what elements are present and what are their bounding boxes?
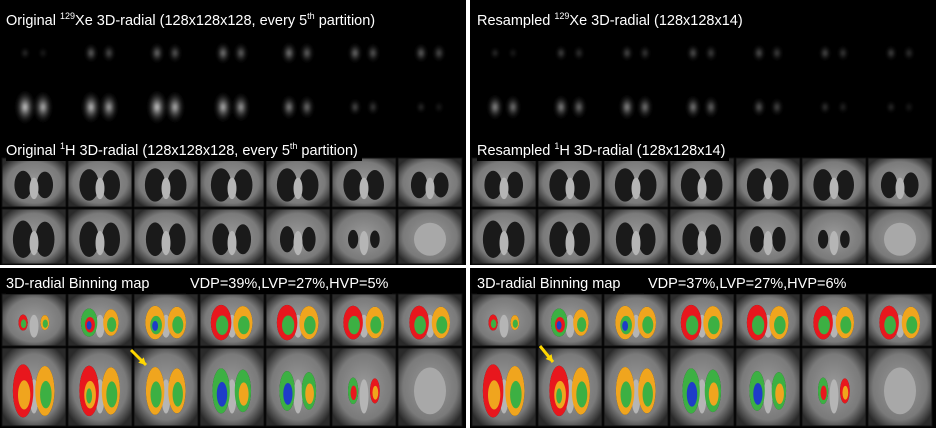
binning-left-tile xyxy=(199,347,265,427)
binning-right-tile xyxy=(735,293,801,347)
xe-original-tile xyxy=(213,90,251,124)
binning-right-tile xyxy=(735,347,801,427)
binning-right-tile xyxy=(537,347,603,427)
arrow-left xyxy=(129,348,148,367)
h-original-label: Original 1H 3D-radial (128x128x128, ever… xyxy=(6,136,362,161)
h-original-tile xyxy=(331,157,397,208)
xe-resampled-tile xyxy=(490,46,518,60)
binning-left-tile xyxy=(67,347,133,427)
xe-original-label: Original 129Xe 3D-radial (128x128x128, e… xyxy=(6,11,376,29)
h-resampled-tile xyxy=(801,157,867,208)
binning-left-tile xyxy=(133,347,199,427)
xe-resampled-tile xyxy=(819,44,849,62)
binning-left-tile xyxy=(397,347,463,427)
binning-left-tile xyxy=(133,293,199,347)
h-original-tile xyxy=(1,157,67,208)
binning-right-tile xyxy=(801,347,867,427)
xe-original-tile xyxy=(281,94,315,121)
h-original-tile xyxy=(199,157,265,208)
xe-original-tile xyxy=(14,89,53,126)
h-original-tile xyxy=(265,208,331,265)
xe-resampled-panel xyxy=(470,0,936,135)
xe-resampled-tile xyxy=(486,93,521,121)
xe-original-tile xyxy=(416,100,444,114)
xe-resampled-tile xyxy=(686,44,717,63)
h-original-tile xyxy=(67,157,133,208)
binning-right-tile xyxy=(801,293,867,347)
binning-right-stats: VDP=37%,LVP=27%,HVP=6% xyxy=(644,274,851,294)
binning-right-tile xyxy=(471,293,537,347)
binning-left-tile xyxy=(397,293,463,347)
h-original-tile xyxy=(67,208,133,265)
xe-original-tile xyxy=(414,43,446,64)
binning-right-title: 3D-radial Binning map xyxy=(477,274,625,294)
xe-resampled-tile xyxy=(885,45,915,61)
arrow-right xyxy=(538,345,555,363)
xe-original-tile xyxy=(20,46,48,60)
h-resampled-tile xyxy=(867,157,933,208)
binning-right-tile xyxy=(471,347,537,427)
xe-resampled-tile xyxy=(752,97,784,118)
binning-left-tile xyxy=(265,293,331,347)
h-original-tile xyxy=(265,157,331,208)
xe-resampled-tile xyxy=(752,44,783,63)
h-original-tile xyxy=(331,208,397,265)
binning-left-tile xyxy=(1,347,67,427)
h-resampled-tile xyxy=(537,208,603,265)
xe-original-tile xyxy=(80,89,119,125)
h-resampled-tile xyxy=(867,208,933,265)
h-resampled-tile xyxy=(537,157,603,208)
binning-left-tile xyxy=(331,347,397,427)
binning-left-stats: VDP=39%,LVP=27%,HVP=5% xyxy=(186,274,393,294)
h-resampled-tile xyxy=(669,208,735,265)
binning-right-tile xyxy=(867,347,933,427)
xe-resampled-tile xyxy=(555,45,585,61)
binning-left-title: 3D-radial Binning map xyxy=(6,274,154,294)
h-resampled-tile xyxy=(801,208,867,265)
binning-left-tile xyxy=(199,293,265,347)
h-original-tile xyxy=(1,208,67,265)
xe-original-tile xyxy=(146,89,185,126)
h-original-tile xyxy=(199,208,265,265)
xe-original-tile xyxy=(281,41,315,65)
binning-right-tile xyxy=(669,347,735,427)
h-original-tile xyxy=(397,157,463,208)
binning-right-tile xyxy=(867,293,933,347)
binning-right-tile xyxy=(603,347,669,427)
xe-original-tile xyxy=(349,98,379,117)
binning-left-tile xyxy=(265,347,331,427)
binning-right-tile xyxy=(537,293,603,347)
xe-resampled-tile xyxy=(886,100,914,114)
xe-original-tile xyxy=(347,42,380,64)
h-resampled-tile xyxy=(471,157,537,208)
binning-left-tile xyxy=(1,293,67,347)
h-original-tile xyxy=(133,208,199,265)
binning-right-tile xyxy=(669,293,735,347)
xe-original-tile xyxy=(84,43,116,64)
h-original-tile xyxy=(133,157,199,208)
binning-right-tile xyxy=(603,293,669,347)
xe-resampled-tile xyxy=(685,94,719,120)
h-resampled-label: Resampled 1H 3D-radial (128x128x14) xyxy=(477,136,730,161)
h-original-tile xyxy=(397,208,463,265)
xe-resampled-tile xyxy=(618,93,653,121)
h-resampled-tile xyxy=(735,157,801,208)
h-resampled-tile xyxy=(669,157,735,208)
xe-resampled-tile xyxy=(820,100,848,115)
h-resampled-tile xyxy=(603,208,669,265)
h-resampled-tile xyxy=(735,208,801,265)
xe-original-tile xyxy=(215,41,249,65)
h-resampled-tile xyxy=(603,157,669,208)
xe-resampled-label: Resampled 129Xe 3D-radial (128x128x14) xyxy=(477,11,743,29)
xe-resampled-tile xyxy=(621,44,651,62)
binning-left-tile xyxy=(331,293,397,347)
h-resampled-tile xyxy=(471,208,537,265)
xe-resampled-tile xyxy=(553,94,587,121)
xe-original-tile xyxy=(149,42,182,64)
binning-left-tile xyxy=(67,293,133,347)
